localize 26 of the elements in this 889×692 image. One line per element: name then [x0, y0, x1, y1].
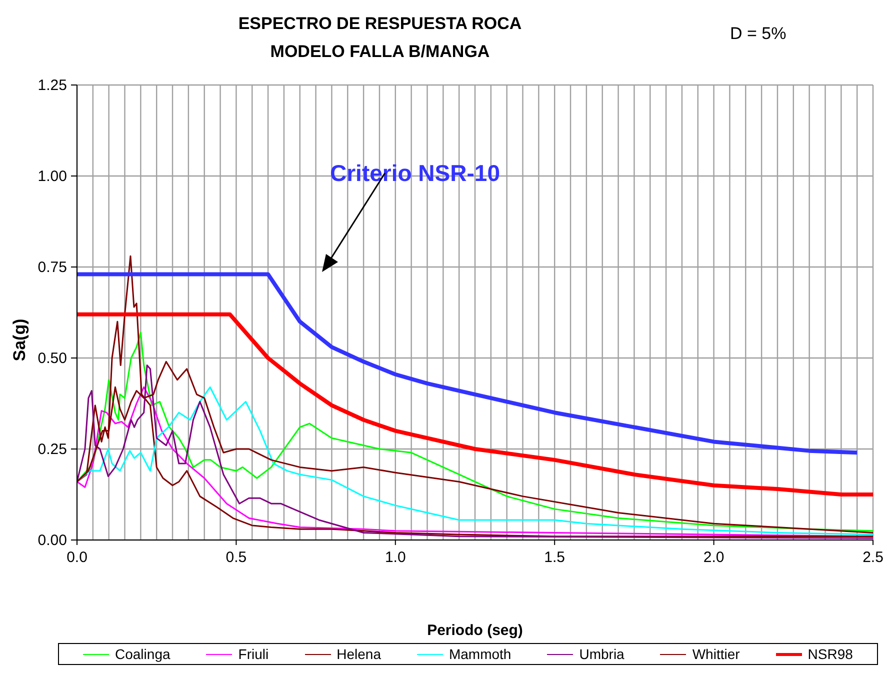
x-tick-label: 2.0	[703, 549, 724, 566]
legend-label: Coalinga	[114, 646, 170, 662]
line-series	[77, 272, 860, 455]
legend-label: Umbria	[578, 646, 624, 662]
text: D = 5%	[730, 24, 786, 44]
x-axis-title: Periodo (seg)	[426, 622, 524, 639]
line-series	[77, 312, 873, 496]
y-axis-title: Sa(g)	[10, 318, 30, 364]
legend-label: Friuli	[237, 646, 269, 662]
legend-label: Whittier	[691, 646, 740, 662]
y-tick-label: 0.75	[38, 259, 67, 276]
x-tick-label: 0.5	[226, 549, 247, 566]
x-tick-label: 2.5	[862, 549, 884, 566]
legend-label: NSR98	[806, 646, 853, 662]
y-tick-label: 0.25	[38, 441, 67, 458]
chart-title: ESPECTRO DE RESPUESTA ROCA MODELO FALLA B/MANGA	[237, 13, 523, 63]
x-tick-label: 1.0	[384, 549, 406, 566]
y-tick-label: 0.50	[38, 350, 67, 367]
x-tick-label: 0.0	[66, 549, 88, 566]
x-tick-label: 1.5	[544, 549, 566, 566]
legend-label: Helena	[336, 646, 381, 662]
y-tick-label: 1.25	[38, 77, 67, 94]
y-tick-label: 0.00	[38, 532, 67, 549]
y-tick-label: 1.00	[38, 168, 67, 185]
legend-label: Mammoth	[448, 646, 512, 662]
text: Criterio NSR-10	[330, 160, 500, 187]
